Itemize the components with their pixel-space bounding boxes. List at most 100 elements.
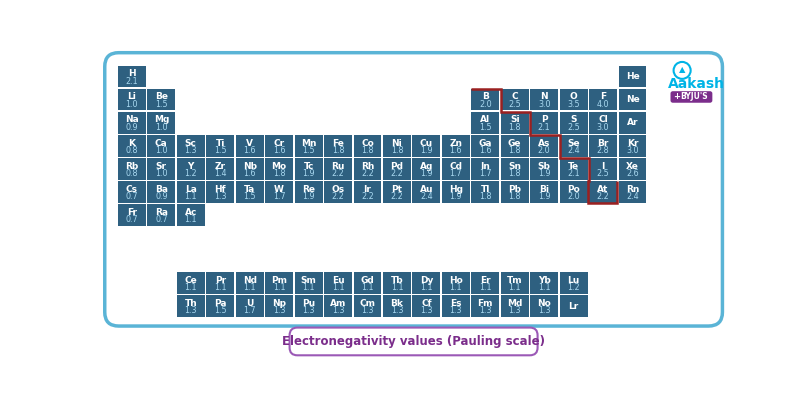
Text: Cd: Cd [449,162,462,171]
Bar [619,112,646,133]
Text: Cs: Cs [126,185,138,194]
Bar [266,295,293,317]
Bar [383,158,411,180]
Text: Fr: Fr [127,208,137,217]
Bar [207,295,234,317]
Text: 1.3: 1.3 [214,192,227,201]
Bar [442,181,470,203]
Text: 1.3: 1.3 [449,306,462,315]
Text: Li: Li [128,92,136,101]
Bar [560,135,587,157]
Text: 1.5: 1.5 [303,146,315,155]
Text: Ag: Ag [420,162,433,171]
Text: Ru: Ru [332,162,345,171]
Text: Bi: Bi [539,185,550,194]
Bar [530,181,558,203]
Text: Xe: Xe [626,162,639,171]
Text: 1.5: 1.5 [214,146,227,155]
Bar [589,89,617,110]
Text: 1.9: 1.9 [303,192,315,201]
Text: 1.3: 1.3 [420,306,433,315]
Text: 0.8: 0.8 [126,146,138,155]
Text: 3.0: 3.0 [597,123,609,132]
Text: Dy: Dy [420,276,433,284]
Text: H: H [128,69,136,78]
Text: 0.7: 0.7 [126,192,138,201]
Text: Se: Se [567,138,580,148]
Bar [148,181,175,203]
Text: Os: Os [332,185,345,194]
Text: 1.9: 1.9 [420,146,433,155]
Text: 1.1: 1.1 [244,283,256,292]
Text: S: S [571,116,577,125]
Text: O: O [570,92,578,101]
Bar [442,272,470,294]
Bar [266,158,293,180]
Text: Th: Th [185,299,197,308]
Text: Ne: Ne [625,95,639,104]
Bar [118,181,146,203]
Text: 1.4: 1.4 [214,169,227,178]
Text: 1.3: 1.3 [185,146,197,155]
Text: 2.0: 2.0 [567,192,580,201]
FancyBboxPatch shape [671,91,713,103]
Bar [471,89,500,110]
Text: 1.1: 1.1 [420,283,433,292]
Text: 1.7: 1.7 [479,169,491,178]
Bar [501,112,529,133]
Text: La: La [185,185,197,194]
Text: +: + [674,92,680,101]
Text: Al: Al [480,116,491,125]
Text: Po: Po [567,185,580,194]
Text: 1.8: 1.8 [508,146,521,155]
Bar [501,295,529,317]
Bar [148,135,175,157]
Bar [207,135,234,157]
Bar [118,135,146,157]
Text: Sr: Sr [156,162,167,171]
Text: 1.6: 1.6 [244,169,256,178]
Text: Ar: Ar [627,118,638,127]
Text: 1.9: 1.9 [537,192,550,201]
Bar [383,181,411,203]
Bar [530,272,558,294]
Bar [324,181,352,203]
Text: 2.0: 2.0 [537,146,550,155]
Bar [412,135,441,157]
Bar [295,158,323,180]
Bar [236,181,264,203]
Text: 4.0: 4.0 [597,100,609,109]
Bar [442,158,470,180]
Bar [207,158,234,180]
Bar [530,112,558,133]
Bar [501,89,529,110]
Text: Nd: Nd [243,276,257,284]
Bar [353,158,382,180]
Bar [560,112,587,133]
Bar [236,295,264,317]
Text: 1.8: 1.8 [508,192,521,201]
Text: 2.1: 2.1 [537,123,550,132]
Text: Np: Np [272,299,286,308]
Text: Bk: Bk [391,299,404,308]
Bar [471,135,500,157]
Bar [353,295,382,317]
Text: Mg: Mg [153,116,169,125]
Text: C: C [512,92,518,101]
Bar [236,135,264,157]
Text: 1.1: 1.1 [538,283,550,292]
Text: Kr: Kr [627,138,638,148]
Bar [148,158,175,180]
Text: In: In [480,162,490,171]
Text: Am: Am [330,299,346,308]
Bar [383,295,411,317]
Text: 1.3: 1.3 [332,306,345,315]
Text: Pd: Pd [391,162,404,171]
Bar [118,158,146,180]
Bar [295,272,323,294]
Text: Cm: Cm [359,299,375,308]
Text: 1.9: 1.9 [449,192,462,201]
Text: I: I [601,162,604,171]
Text: ▲: ▲ [679,65,685,74]
Bar [324,158,352,180]
